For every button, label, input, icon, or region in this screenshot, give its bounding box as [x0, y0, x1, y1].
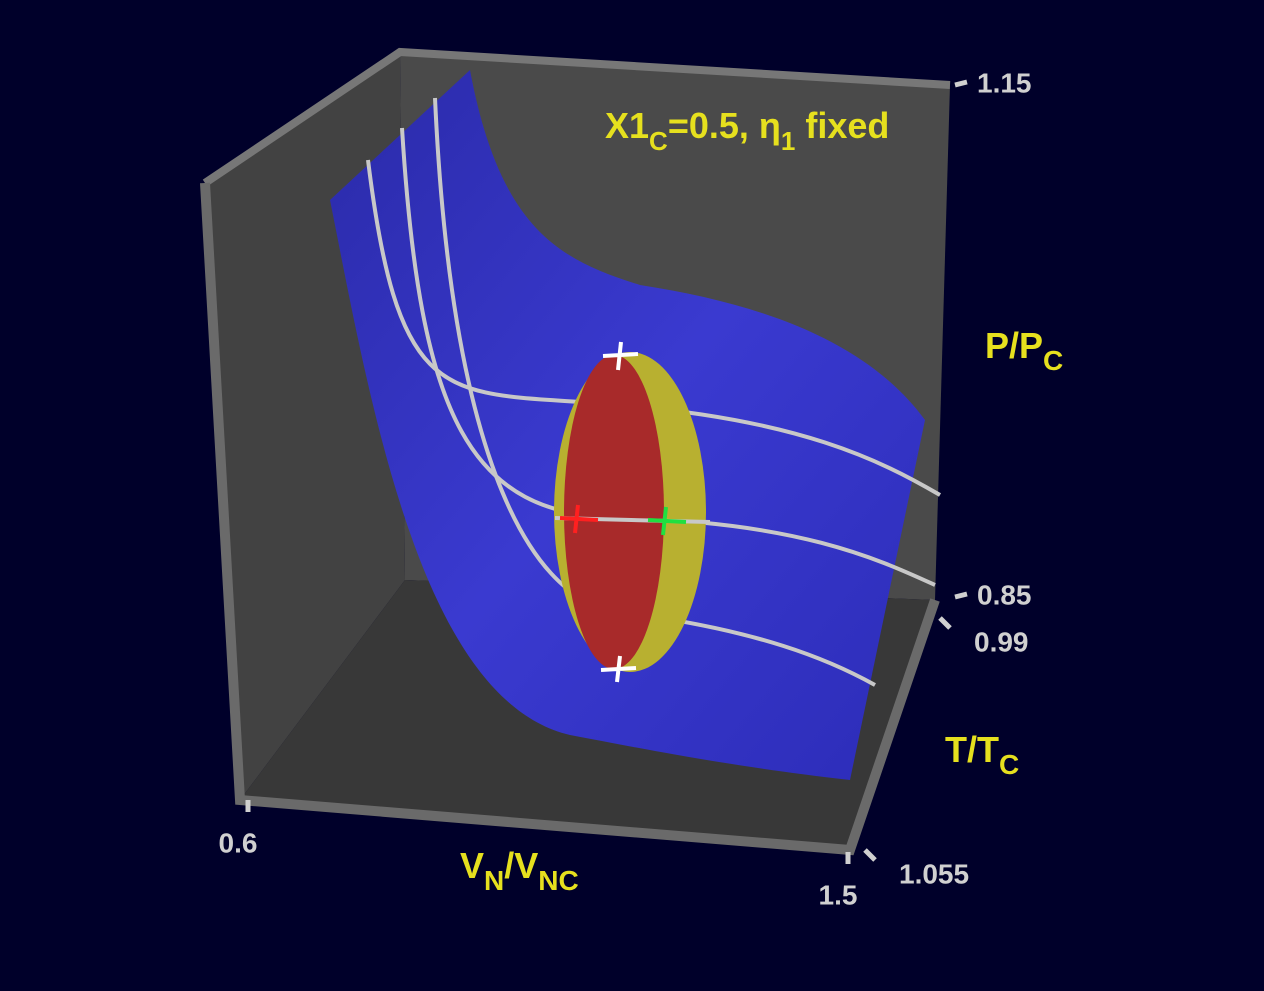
- z-tick-label: 1.15: [977, 67, 1032, 98]
- y-axis-label: T/TC: [945, 729, 1019, 780]
- z-axis-label: P/PC: [985, 325, 1063, 376]
- z-tick: [954, 591, 968, 600]
- y-tick: [863, 848, 877, 862]
- x-tick-label: 0.6: [219, 827, 258, 858]
- markers: [559, 341, 687, 683]
- y-tick-label: 1.055: [899, 858, 969, 889]
- z-tick-label: 0.85: [977, 579, 1032, 610]
- frame-edge: [200, 182, 940, 856]
- y-tick: [938, 616, 952, 630]
- inner-region: [564, 355, 664, 669]
- x-axis-label: VN/VNC: [460, 845, 579, 896]
- y-tick-label: 0.99: [974, 626, 1029, 657]
- z-tick: [954, 79, 968, 88]
- x-tick-label: 1.5: [819, 879, 858, 910]
- frame-edge: [202, 47, 951, 187]
- annotation: X1C=0.5, η1 fixed: [605, 105, 889, 156]
